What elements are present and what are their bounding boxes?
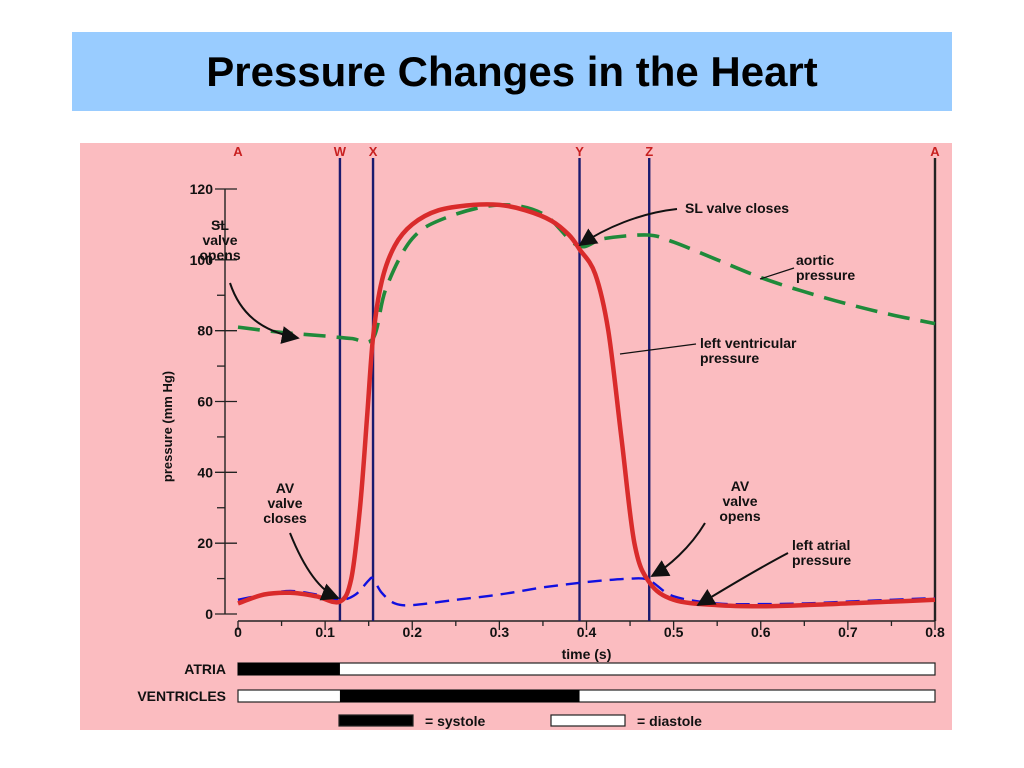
legend-label: = diastole (637, 713, 702, 729)
annotation-text: pressure (796, 267, 855, 283)
pressure-chart: 0 20 40 60 80 100 120 pressure (mm Hg) 0 0.1 0.2 0.… (137, 144, 945, 729)
annotation-text: left atrial (792, 537, 850, 553)
annotation-text: left ventricular (700, 335, 797, 351)
annotation-text: opens (719, 508, 760, 524)
annotation-text: SL valve closes (685, 200, 789, 216)
event-marker-label: A (233, 144, 243, 159)
y-axis-label: pressure (mm Hg) (160, 371, 175, 482)
y-tick-label: 120 (190, 181, 214, 197)
event-marker-label: A (930, 144, 940, 159)
y-tick-label: 80 (197, 323, 213, 339)
x-axis-label: time (s) (562, 646, 612, 662)
phase-bar-label: VENTRICLES (137, 688, 226, 704)
y-tick-label: 60 (197, 394, 213, 410)
event-marker-label: X (369, 144, 378, 159)
slide-title: Pressure Changes in the Heart (206, 47, 818, 95)
x-tick-label: 0.5 (664, 624, 684, 640)
y-tick-label: 100 (190, 252, 214, 268)
annotation-pointer (759, 267, 795, 280)
annotation-text: SL (211, 217, 229, 233)
annotation-text: AV (731, 478, 750, 494)
annotation-text: valve (722, 493, 757, 509)
x-tick-label: 0.2 (403, 624, 423, 640)
x-tick-label: 0.3 (490, 624, 510, 640)
phase-bar-label: ATRIA (184, 661, 226, 677)
pressure-chart-figure: 0 20 40 60 80 100 120 pressure (mm Hg) 0 0.1 0.2 0.… (80, 143, 952, 730)
annotation-pointer (289, 532, 340, 601)
event-marker-label: Y (575, 144, 584, 159)
phase-bar-ventricles: VENTRICLES (137, 688, 936, 704)
annotation-text: pressure (700, 350, 759, 366)
phase-bar-diastole (237, 662, 936, 676)
event-marker-label: Z (645, 144, 653, 159)
annotation-text: valve (202, 232, 237, 248)
annotation-text: pressure (792, 552, 851, 568)
annotation-1: SL valve closes (578, 200, 789, 247)
annotation-text: AV (276, 480, 295, 496)
annotation-pointer (696, 552, 789, 606)
x-tick-label: 0.7 (838, 624, 858, 640)
annotation-pointer (578, 208, 678, 247)
phase-bar-systole (238, 663, 340, 675)
phase-bar-atria: ATRIA (184, 661, 936, 677)
x-tick-label: 0.4 (577, 624, 597, 640)
y-tick-label: 20 (197, 535, 213, 551)
y-tick-label: 0 (205, 606, 213, 622)
annotation-text: aortic (796, 252, 834, 268)
event-marker-label: W (334, 144, 347, 159)
phase-legend: = systole = diastole (338, 713, 702, 729)
annotation-text: valve (267, 495, 302, 511)
phase-bar-systole (339, 690, 580, 702)
legend-swatch (550, 714, 626, 727)
x-tick-label: 0.8 (925, 624, 945, 640)
title-banner: Pressure Changes in the Heart (72, 32, 952, 111)
legend-swatch (338, 714, 414, 727)
annotation-pointer (229, 282, 300, 344)
y-tick-label: 40 (197, 464, 213, 480)
annotation-pointer (650, 522, 706, 577)
x-tick-label: 0.1 (315, 624, 335, 640)
annotation-pointer (619, 343, 697, 355)
legend-label: = systole (425, 713, 486, 729)
annotation-text: closes (263, 510, 307, 526)
x-tick-label: 0.6 (751, 624, 771, 640)
annotation-text: opens (199, 247, 240, 263)
x-tick-label: 0 (234, 624, 242, 640)
